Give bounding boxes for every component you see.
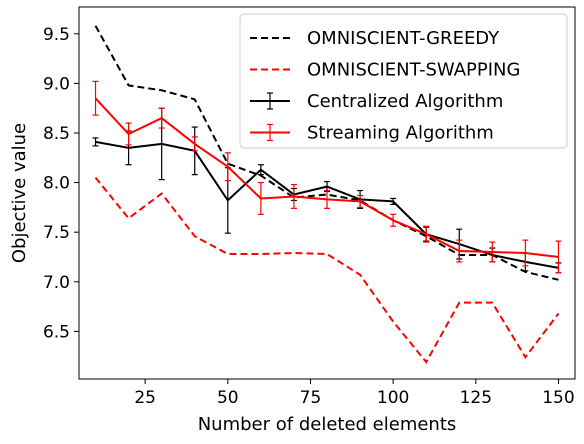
x-tick-label: 150 [542, 388, 574, 408]
y-tick-label: 9.5 [43, 25, 70, 45]
legend-label: Centralized Algorithm [307, 91, 503, 112]
x-tick-label: 75 [300, 388, 322, 408]
streaming-algorithm-line [94, 97, 559, 258]
legend-box [239, 13, 568, 149]
legend-label: OMNISCIENT-GREEDY [307, 28, 500, 49]
y-tick-label: 8.5 [43, 124, 70, 144]
y-tick-label: 9.0 [43, 74, 70, 94]
x-tick-label: 50 [217, 388, 239, 408]
y-tick-label: 6.5 [43, 322, 70, 342]
x-axis: 25 50 75 100 125 150 [134, 379, 575, 408]
x-axis-title: Number of deleted elements [198, 414, 457, 435]
y-axis: 6.5 7.0 7.5 8.0 8.5 9.0 9.5 [43, 25, 79, 342]
legend-label: OMNISCIENT-SWAPPING [307, 60, 520, 81]
y-tick-label: 8.0 [43, 174, 70, 194]
omniscient-swapping-line [94, 176, 560, 364]
y-tick-label: 7.0 [43, 273, 70, 293]
legend: OMNISCIENT-GREEDY OMNISCIENT-SWAPPING Cent… [239, 13, 568, 149]
omniscient-greedy-line [94, 25, 559, 281]
x-tick-label: 25 [134, 388, 156, 408]
legend-label: Streaming Algorithm [307, 123, 494, 144]
series-layer [92, 25, 562, 364]
y-tick-label: 7.5 [43, 223, 70, 243]
x-tick-label: 125 [460, 388, 492, 408]
y-axis-title: Objective value [9, 123, 30, 263]
x-tick-label: 100 [377, 388, 409, 408]
